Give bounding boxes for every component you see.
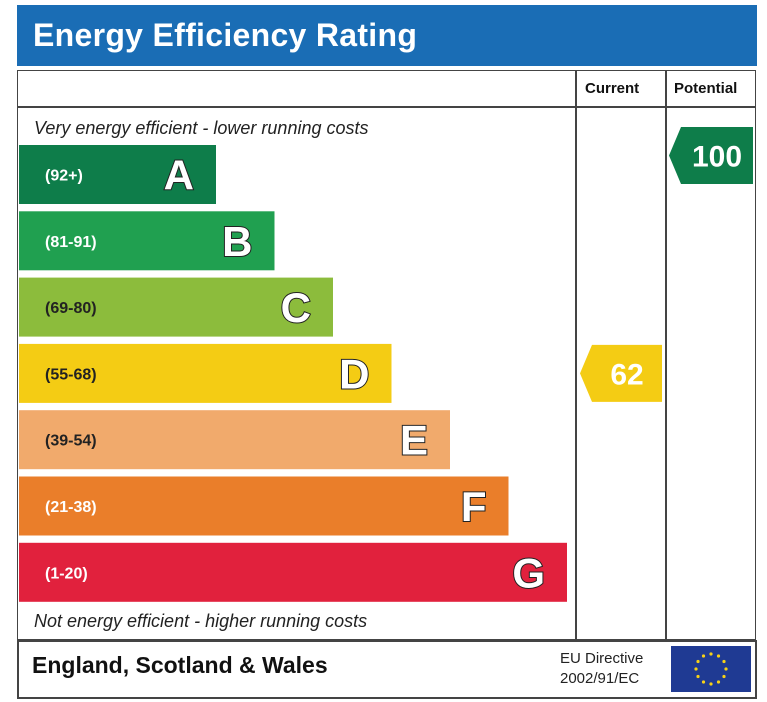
flag-star — [696, 674, 700, 679]
chart-frame — [17, 70, 756, 640]
band-letter-a: A — [164, 152, 194, 199]
footer-directive: EU Directive 2002/91/EC — [560, 649, 643, 689]
page-title: Energy Efficiency Rating — [33, 17, 418, 53]
rating-bar-e — [19, 410, 450, 470]
band-range-g: (1-20) — [45, 565, 88, 582]
band-range-c: (69-80) — [45, 300, 97, 317]
flag-star — [724, 667, 728, 671]
flag-star — [716, 680, 721, 684]
flag-star — [722, 674, 726, 679]
band-range-a: (92+) — [45, 168, 83, 185]
band-letter-f: F — [461, 483, 487, 530]
note-efficient: Very energy efficient - lower running co… — [34, 118, 369, 138]
flag-star — [709, 682, 713, 686]
rating-bar-f — [19, 476, 509, 536]
flag-star — [696, 659, 700, 664]
band-letter-c: C — [281, 284, 311, 331]
rating-bar-g — [19, 542, 567, 602]
directive-line-1: EU Directive — [560, 650, 644, 667]
divider-current — [575, 70, 577, 640]
band-range-f: (21-38) — [45, 499, 97, 516]
potential-rating-arrow — [669, 127, 753, 184]
divider-potential — [665, 70, 667, 640]
band-range-d: (55-68) — [45, 366, 97, 383]
eu-flag-icon — [671, 646, 751, 692]
footer-right-edge — [755, 640, 757, 698]
rating-bar-d — [19, 343, 392, 403]
flag-star — [701, 680, 706, 684]
footer-region: England, Scotland & Wales — [32, 652, 328, 678]
footer-left-edge — [17, 640, 19, 698]
rating-bar-c — [19, 277, 333, 337]
flag-star — [716, 654, 721, 658]
current-rating-value: 62 — [610, 358, 643, 391]
column-header-potential: Potential — [674, 80, 738, 97]
flag-star — [709, 652, 713, 656]
band-letter-b: B — [222, 218, 252, 265]
note-inefficient: Not energy efficient - higher running co… — [34, 611, 368, 631]
rating-bar-b — [19, 211, 275, 271]
flag-star — [694, 667, 698, 671]
current-rating-arrow — [580, 344, 662, 402]
rating-bar-a — [19, 145, 216, 204]
band-range-e: (39-54) — [45, 433, 97, 450]
header-rule — [17, 106, 756, 108]
column-header-current: Current — [585, 80, 640, 97]
band-range-b: (81-91) — [45, 234, 97, 251]
band-letter-d: D — [339, 350, 369, 397]
flag-star — [701, 654, 706, 658]
band-letter-g: G — [512, 549, 545, 596]
footer-rule — [17, 697, 757, 699]
title-bar: Energy Efficiency Rating — [17, 5, 757, 66]
potential-rating-value: 100 — [692, 141, 742, 174]
directive-line-2: 2002/91/EC — [560, 670, 640, 687]
footer-top-rule — [17, 640, 756, 642]
flag-star — [722, 659, 726, 664]
band-letter-e: E — [400, 417, 428, 464]
